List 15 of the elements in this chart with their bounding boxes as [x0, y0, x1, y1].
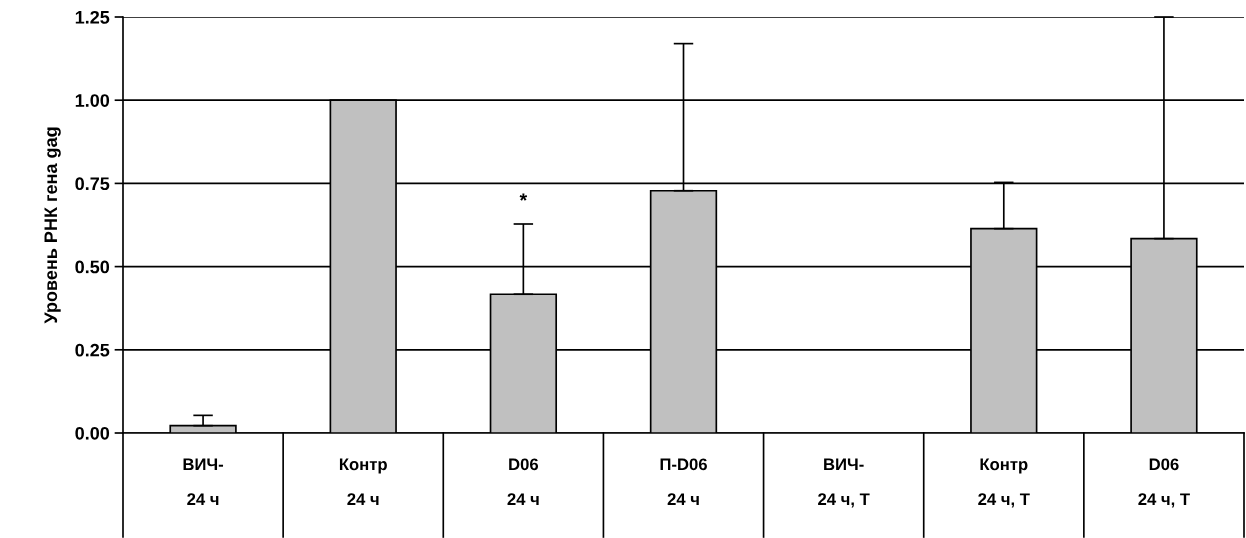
y-tick-label: 0.00	[75, 426, 110, 440]
x-tick-label: Контр 24 ч	[339, 458, 387, 505]
category-label: ВИЧ- 24 ч	[183, 458, 224, 505]
y-tick-label: 0.75	[75, 177, 110, 191]
category-label: D06 24 ч, Т	[1138, 458, 1190, 508]
y-axis-title: Уровень РНК гена gag	[44, 127, 61, 324]
category-label: D06 24 ч	[507, 458, 539, 505]
x-tick-label: Контр 24 ч, Т	[978, 458, 1030, 508]
y-tick-label: 0.50	[75, 260, 110, 274]
annotation: *	[519, 193, 528, 201]
category-label: П-D06 24 ч	[660, 458, 707, 505]
y-tick-label: 0.25	[75, 343, 110, 357]
y-tick-label: 1.25	[75, 10, 110, 24]
category-label: ВИЧ- 24 ч, Т	[818, 458, 870, 508]
y-tick-label: 1.00	[75, 94, 110, 107]
